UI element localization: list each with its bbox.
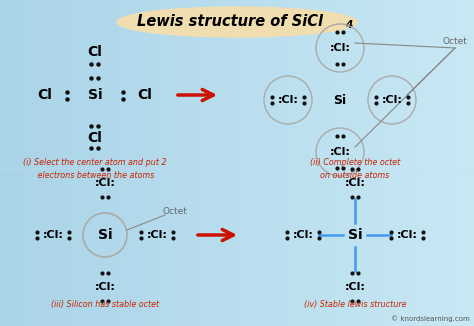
Text: Si: Si [348, 228, 362, 242]
Text: :Cl:: :Cl: [146, 230, 167, 240]
Text: Octet: Octet [443, 37, 467, 47]
Text: (iv) Stable lewis structure: (iv) Stable lewis structure [304, 300, 406, 309]
Text: :Cl:: :Cl: [292, 230, 313, 240]
Text: :Cl:: :Cl: [329, 43, 350, 53]
Text: Lewis structure of SiCl: Lewis structure of SiCl [137, 14, 323, 29]
Text: (i) Select the center atom and put 2
 electrons between the atoms: (i) Select the center atom and put 2 ele… [23, 158, 167, 180]
Text: Cl: Cl [88, 45, 102, 59]
Text: 4: 4 [346, 20, 353, 30]
Text: Octet: Octet [163, 208, 187, 216]
Text: © knordslearning.com: © knordslearning.com [391, 315, 470, 322]
Text: :Cl:: :Cl: [397, 230, 418, 240]
Text: (iii) Silicon has stable octet: (iii) Silicon has stable octet [51, 300, 159, 309]
Text: (ii) Complete the octet
on outside atoms: (ii) Complete the octet on outside atoms [310, 158, 400, 180]
Text: :Cl:: :Cl: [94, 282, 116, 292]
Text: Cl: Cl [137, 88, 153, 102]
Ellipse shape [117, 7, 357, 37]
Text: :Cl:: :Cl: [382, 95, 402, 105]
Text: :Cl:: :Cl: [278, 95, 299, 105]
Text: Si: Si [98, 228, 112, 242]
Text: Cl: Cl [88, 131, 102, 145]
Text: Si: Si [333, 94, 346, 107]
Text: Cl: Cl [37, 88, 53, 102]
Text: :Cl:: :Cl: [43, 230, 64, 240]
Text: Si: Si [88, 88, 102, 102]
Text: :Cl:: :Cl: [345, 178, 365, 188]
Text: :Cl:: :Cl: [94, 178, 116, 188]
Text: :Cl:: :Cl: [329, 147, 350, 157]
Text: :Cl:: :Cl: [345, 282, 365, 292]
